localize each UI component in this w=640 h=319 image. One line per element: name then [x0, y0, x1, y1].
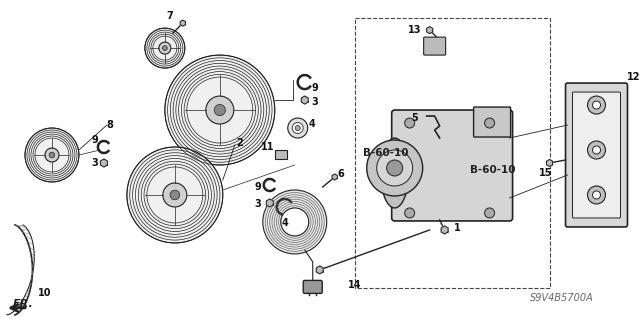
Text: 9: 9 [312, 83, 318, 93]
Circle shape [288, 118, 308, 138]
Circle shape [295, 126, 300, 130]
Polygon shape [180, 20, 186, 26]
Text: 3: 3 [312, 97, 318, 107]
FancyBboxPatch shape [566, 83, 627, 227]
Text: 2: 2 [236, 138, 243, 148]
Bar [355, 18, 550, 288]
Bar [275, 150, 287, 159]
Circle shape [127, 147, 223, 243]
Circle shape [387, 160, 403, 176]
Text: 13: 13 [408, 25, 421, 35]
Circle shape [165, 55, 275, 165]
Circle shape [588, 141, 605, 159]
Circle shape [163, 183, 187, 207]
FancyBboxPatch shape [392, 110, 513, 221]
Polygon shape [441, 226, 448, 234]
Circle shape [593, 191, 600, 199]
Text: 3: 3 [92, 158, 99, 168]
Circle shape [367, 140, 422, 196]
Polygon shape [427, 26, 433, 33]
Text: 6: 6 [337, 169, 344, 179]
Circle shape [588, 96, 605, 114]
Polygon shape [316, 266, 323, 274]
FancyBboxPatch shape [303, 280, 322, 293]
Text: 1: 1 [454, 223, 461, 233]
Text: 12: 12 [627, 72, 640, 82]
Circle shape [593, 101, 600, 109]
Circle shape [145, 28, 185, 68]
Text: 3: 3 [255, 199, 261, 209]
Polygon shape [301, 96, 308, 104]
Text: 10: 10 [38, 288, 52, 298]
Text: 5: 5 [412, 113, 418, 123]
Text: 15: 15 [539, 168, 552, 178]
FancyBboxPatch shape [474, 107, 511, 137]
Circle shape [25, 128, 79, 182]
Circle shape [377, 150, 413, 186]
Polygon shape [100, 159, 108, 167]
Circle shape [45, 148, 59, 162]
Polygon shape [332, 174, 337, 180]
Polygon shape [547, 160, 552, 167]
Circle shape [484, 118, 495, 128]
Circle shape [484, 208, 495, 218]
Circle shape [404, 118, 415, 128]
Circle shape [281, 208, 308, 236]
Circle shape [170, 190, 180, 200]
Polygon shape [266, 199, 273, 207]
Circle shape [263, 190, 327, 254]
Circle shape [206, 96, 234, 124]
Text: S9V4B5700A: S9V4B5700A [529, 293, 593, 303]
Text: B-60-10: B-60-10 [470, 165, 515, 175]
Circle shape [49, 152, 55, 158]
Circle shape [588, 186, 605, 204]
Text: 4: 4 [282, 218, 288, 228]
Text: FR.: FR. [13, 299, 34, 309]
Text: 9: 9 [255, 182, 261, 192]
Circle shape [404, 208, 415, 218]
Text: 11: 11 [261, 142, 275, 152]
Circle shape [593, 146, 600, 154]
Text: 4: 4 [308, 119, 315, 129]
Text: B-60-10: B-60-10 [363, 148, 408, 158]
FancyBboxPatch shape [573, 92, 621, 218]
Text: 9: 9 [92, 135, 99, 145]
FancyBboxPatch shape [424, 37, 445, 55]
Text: 14: 14 [348, 280, 362, 290]
Text: 7: 7 [166, 11, 173, 21]
Circle shape [163, 46, 167, 50]
Circle shape [214, 104, 225, 115]
Text: 8: 8 [106, 120, 113, 130]
Circle shape [292, 122, 303, 134]
Ellipse shape [381, 138, 409, 208]
Circle shape [159, 42, 171, 54]
